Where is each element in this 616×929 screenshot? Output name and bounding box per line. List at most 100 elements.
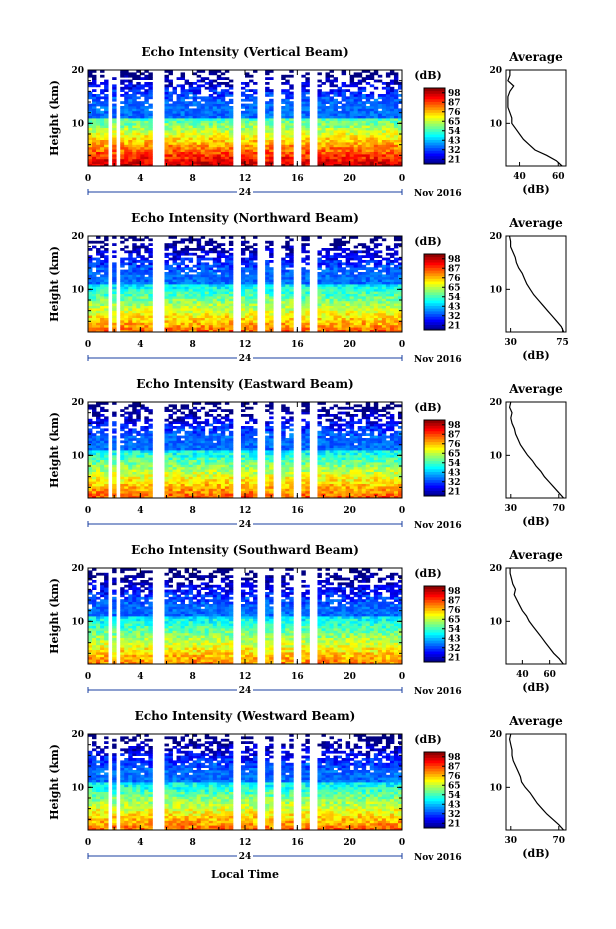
heatmap-cell xyxy=(240,324,246,328)
heatmap-cell xyxy=(212,279,218,282)
heatmap-cell xyxy=(240,110,246,114)
heatmap-cell xyxy=(325,327,330,330)
heatmap-cell xyxy=(357,161,363,164)
heatmap-cell xyxy=(269,149,274,152)
heatmap-cell xyxy=(245,305,250,309)
heatmap-cell xyxy=(132,459,137,463)
heatmap-cell xyxy=(132,272,137,275)
heatmap-cell xyxy=(305,84,310,88)
heatmap-cell xyxy=(164,308,169,311)
heatmap-cell xyxy=(373,130,379,133)
heatmap-cell xyxy=(96,418,101,422)
heatmap-cell xyxy=(212,98,218,102)
heatmap-cell xyxy=(144,495,149,499)
heatmap-cell xyxy=(120,281,125,285)
heatmap-cell xyxy=(144,110,149,114)
heatmap-cell xyxy=(393,79,399,83)
heatmap-cell xyxy=(144,300,149,304)
heatmap-cell xyxy=(333,98,338,102)
heatmap-cell xyxy=(281,245,286,249)
heatmap-cell xyxy=(128,303,133,306)
heatmap-cell xyxy=(216,130,222,133)
heatmap-cell xyxy=(120,284,125,287)
heatmap-cell xyxy=(220,110,226,114)
heatmap-cell xyxy=(124,276,129,280)
heatmap-cell xyxy=(281,89,286,92)
heatmap-cell xyxy=(120,288,125,292)
heatmap-cell xyxy=(168,115,173,119)
heatmap-cell xyxy=(128,293,133,297)
heatmap-cell xyxy=(148,281,153,285)
heatmap-cell xyxy=(333,154,338,157)
heatmap-cell xyxy=(96,156,101,160)
heatmap-cell xyxy=(329,151,334,155)
heatmap-cell xyxy=(381,113,387,116)
heatmap-cell xyxy=(337,142,343,145)
heatmap-cell xyxy=(100,89,105,92)
heatmap-cell xyxy=(253,281,258,285)
heatmap-cell xyxy=(88,72,93,76)
heatmap-cell xyxy=(96,454,101,458)
heatmap-cell xyxy=(120,89,125,92)
heatmap-cell xyxy=(337,298,343,302)
heatmap-cell xyxy=(196,144,202,148)
heatmap-cell xyxy=(365,154,371,157)
heatmap-cell xyxy=(180,252,186,256)
heatmap-cell xyxy=(168,94,173,97)
heatmap-cell xyxy=(305,286,310,290)
heatmap-cell xyxy=(353,149,359,152)
heatmap-cell xyxy=(393,324,399,328)
heatmap-cell xyxy=(269,291,274,294)
heatmap-cell xyxy=(104,435,109,439)
heatmap-cell xyxy=(269,296,274,299)
heatmap-cell xyxy=(220,156,226,160)
heatmap-cell xyxy=(212,130,218,133)
heatmap-cell xyxy=(148,324,153,328)
heatmap-cell xyxy=(337,255,343,258)
heatmap-cell xyxy=(144,464,149,468)
heatmap-cell xyxy=(184,303,190,306)
heatmap-cell xyxy=(393,284,399,287)
heatmap-cell xyxy=(180,134,186,138)
heatmap-cell xyxy=(100,127,105,131)
heatmap-cell xyxy=(373,139,379,143)
heatmap-cell xyxy=(349,130,355,133)
heatmap-cell xyxy=(140,433,145,436)
y-axis-label: Height (km) xyxy=(48,412,61,488)
heatmap-cell xyxy=(208,149,214,152)
heatmap-cell xyxy=(333,298,338,302)
heatmap-cell xyxy=(301,315,306,318)
heatmap-cell xyxy=(100,454,105,458)
heatmap-cell xyxy=(240,322,246,326)
heatmap-cell xyxy=(353,163,359,167)
colorbar-segment xyxy=(424,131,445,135)
heatmap-cell xyxy=(385,74,391,78)
heatmap-cell xyxy=(353,142,359,145)
heatmap-cell xyxy=(321,144,326,148)
heatmap-cell xyxy=(393,120,399,124)
heatmap-cell xyxy=(301,250,306,254)
heatmap-cell xyxy=(196,74,202,78)
heatmap-cell xyxy=(345,130,351,133)
heatmap-cell xyxy=(92,452,97,456)
heatmap-cell xyxy=(321,142,326,145)
heatmap-cell xyxy=(188,134,194,138)
heatmap-cell xyxy=(148,122,153,126)
heatmap-cell xyxy=(228,276,234,280)
heatmap-cell xyxy=(112,236,117,239)
heatmap-cell xyxy=(144,236,149,239)
heatmap-cell xyxy=(136,122,141,126)
colorbar-segment xyxy=(424,107,445,111)
heatmap-cell xyxy=(329,103,334,107)
heatmap-cell xyxy=(164,248,169,251)
heatmap-cell xyxy=(200,98,206,102)
heatmap-cell xyxy=(317,250,322,254)
heatmap-cell xyxy=(204,132,210,136)
heatmap-cell xyxy=(124,127,129,131)
heatmap-cell xyxy=(289,149,294,152)
heatmap-cell xyxy=(120,101,125,104)
colorbar-segment xyxy=(424,273,445,277)
heatmap-cell xyxy=(104,303,109,306)
heatmap-cell xyxy=(224,312,230,316)
colorbar-segment xyxy=(424,305,445,309)
